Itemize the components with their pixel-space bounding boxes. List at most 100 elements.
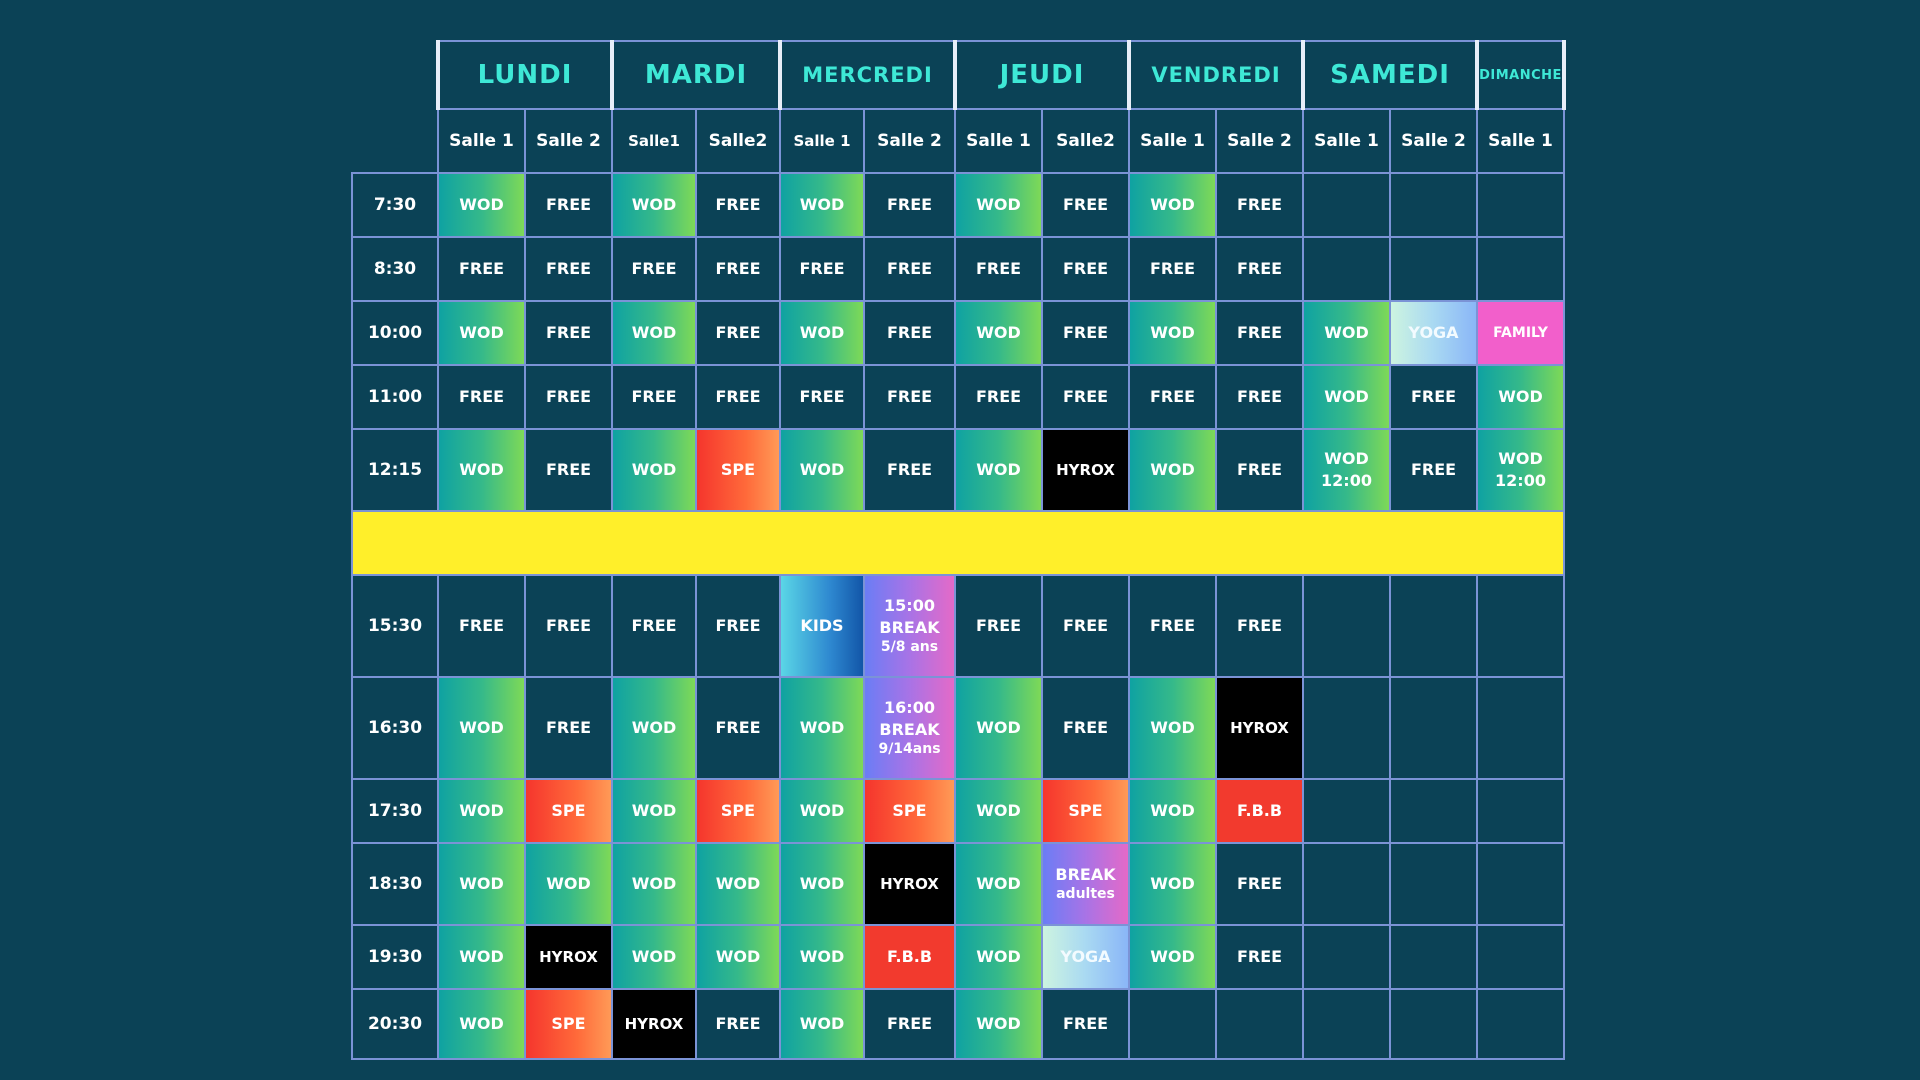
empty-slot xyxy=(1128,988,1217,1060)
class-slot: WOD xyxy=(611,842,697,926)
class-slot: FREE xyxy=(863,428,956,512)
class-slot: WOD 12:00 xyxy=(1302,428,1391,512)
empty-slot xyxy=(1389,676,1478,780)
class-slot: FREE xyxy=(1215,364,1304,430)
class-slot: FREE xyxy=(1215,236,1304,302)
empty-slot xyxy=(1302,676,1391,780)
class-slot: FREE xyxy=(695,236,781,302)
class-slot: FREE xyxy=(695,574,781,678)
class-slot: FREE xyxy=(954,364,1043,430)
class-slot: FREE xyxy=(954,236,1043,302)
class-slot: WOD xyxy=(1128,842,1217,926)
time-label: 12:15 xyxy=(351,428,439,512)
class-slot: WOD xyxy=(437,300,526,366)
empty-slot xyxy=(1389,988,1478,1060)
room-header: Salle 1 xyxy=(779,108,865,174)
class-slot: FREE xyxy=(779,364,865,430)
class-slot: WOD xyxy=(954,778,1043,844)
day-header-samedi: SAMEDI xyxy=(1301,40,1479,110)
class-slot: WOD xyxy=(1302,300,1391,366)
empty-slot xyxy=(1302,988,1391,1060)
class-slot: WOD xyxy=(779,988,865,1060)
class-slot: FREE xyxy=(524,428,613,512)
room-header: Salle 2 xyxy=(1215,108,1304,174)
schedule-row: 18:30 WOD WOD WOD WOD WOD HYROX WOD BREAK adultes… xyxy=(351,842,1565,926)
empty-slot xyxy=(1476,172,1565,238)
class-slot: WOD 12:00 xyxy=(1476,428,1565,512)
class-slot: FREE xyxy=(1215,574,1304,678)
class-slot: WOD xyxy=(437,988,526,1060)
class-slot: FREE xyxy=(437,574,526,678)
class-slot: F.B.B xyxy=(863,924,956,990)
empty-slot xyxy=(1302,236,1391,302)
class-slot: FAMILY xyxy=(1476,300,1565,366)
class-slot: YOGA xyxy=(1389,300,1478,366)
day-header-row: LUNDI MARDI MERCREDI JEUDI VENDREDI SAMEDI DIM… xyxy=(352,40,1566,110)
class-slot: FREE xyxy=(1215,300,1304,366)
class-slot: FREE xyxy=(524,172,613,238)
class-slot: WOD xyxy=(437,428,526,512)
class-slot: WOD xyxy=(954,988,1043,1060)
time-label: 10:00 xyxy=(351,300,439,366)
empty-slot xyxy=(1302,924,1391,990)
class-slot: HYROX xyxy=(1215,676,1304,780)
class-slot: FREE xyxy=(1041,574,1130,678)
class-slot: FREE xyxy=(1128,236,1217,302)
empty-slot xyxy=(1302,778,1391,844)
class-slot: WOD xyxy=(1128,428,1217,512)
class-slot: WOD xyxy=(1128,172,1217,238)
class-slot: FREE xyxy=(954,574,1043,678)
class-slot: FREE xyxy=(524,574,613,678)
class-slot: FREE xyxy=(1128,364,1217,430)
empty-slot xyxy=(1389,924,1478,990)
class-slot: WOD xyxy=(611,428,697,512)
room-header: Salle 1 xyxy=(437,108,526,174)
empty-slot xyxy=(1476,842,1565,926)
class-slot: HYROX xyxy=(863,842,956,926)
time-label: 7:30 xyxy=(351,172,439,238)
class-slot: FREE xyxy=(524,364,613,430)
schedule-row: 11:00 FREE FREE FREE FREE FREE FREE FREE FREE FRE… xyxy=(351,364,1565,430)
class-slot: HYROX xyxy=(524,924,613,990)
schedule-row: 8:30 FREE FREE FREE FREE FREE FREE FREE FREE FREE… xyxy=(351,236,1565,302)
empty-slot xyxy=(1302,172,1391,238)
class-slot: WOD xyxy=(437,842,526,926)
room-header: Salle 2 xyxy=(863,108,956,174)
class-slot: FREE xyxy=(863,300,956,366)
class-slot: WOD xyxy=(1128,676,1217,780)
class-slot: FREE xyxy=(1389,428,1478,512)
class-slot: FREE xyxy=(437,364,526,430)
schedule-row: 7:30 WOD FREE WOD FREE WOD FREE WOD FREE WOD FREE xyxy=(351,172,1565,238)
time-label: 18:30 xyxy=(351,842,439,926)
schedule-row: 17:30 WOD SPE WOD SPE WOD SPE WOD SPE WOD F.B.B xyxy=(351,778,1565,844)
break-band-row xyxy=(351,510,1565,576)
class-slot: WOD xyxy=(695,842,781,926)
schedule-row: 16:30 WOD FREE WOD FREE WOD 16:00 BREAK 9/14ans W… xyxy=(351,676,1565,780)
class-slot: FREE xyxy=(1215,172,1304,238)
empty-slot xyxy=(1389,778,1478,844)
class-slot: WOD xyxy=(437,924,526,990)
class-slot: FREE xyxy=(1215,842,1304,926)
class-slot: WOD xyxy=(437,172,526,238)
schedule-row: 20:30 WOD SPE HYROX FREE WOD FREE WOD FREE xyxy=(351,988,1565,1060)
time-label: 15:30 xyxy=(351,574,439,678)
room-header: Salle 2 xyxy=(524,108,613,174)
class-slot: FREE xyxy=(863,364,956,430)
class-slot: FREE xyxy=(1128,574,1217,678)
class-slot: WOD xyxy=(611,300,697,366)
schedule-row: 10:00 WOD FREE WOD FREE WOD FREE WOD FREE WOD FREE… xyxy=(351,300,1565,366)
class-slot: WOD xyxy=(1302,364,1391,430)
empty-slot xyxy=(1302,842,1391,926)
class-slot: FREE xyxy=(1215,924,1304,990)
class-slot: WOD xyxy=(611,172,697,238)
class-slot: WOD xyxy=(779,778,865,844)
class-slot: FREE xyxy=(611,236,697,302)
class-slot: FREE xyxy=(863,236,956,302)
class-slot: WOD xyxy=(954,842,1043,926)
room-header-row: Salle 1 Salle 2 Salle1 Salle2 Salle 1 Salle 2… xyxy=(352,108,1565,174)
empty-slot xyxy=(1302,574,1391,678)
empty-slot xyxy=(1476,236,1565,302)
empty-slot xyxy=(1476,574,1565,678)
class-slot: WOD xyxy=(779,924,865,990)
